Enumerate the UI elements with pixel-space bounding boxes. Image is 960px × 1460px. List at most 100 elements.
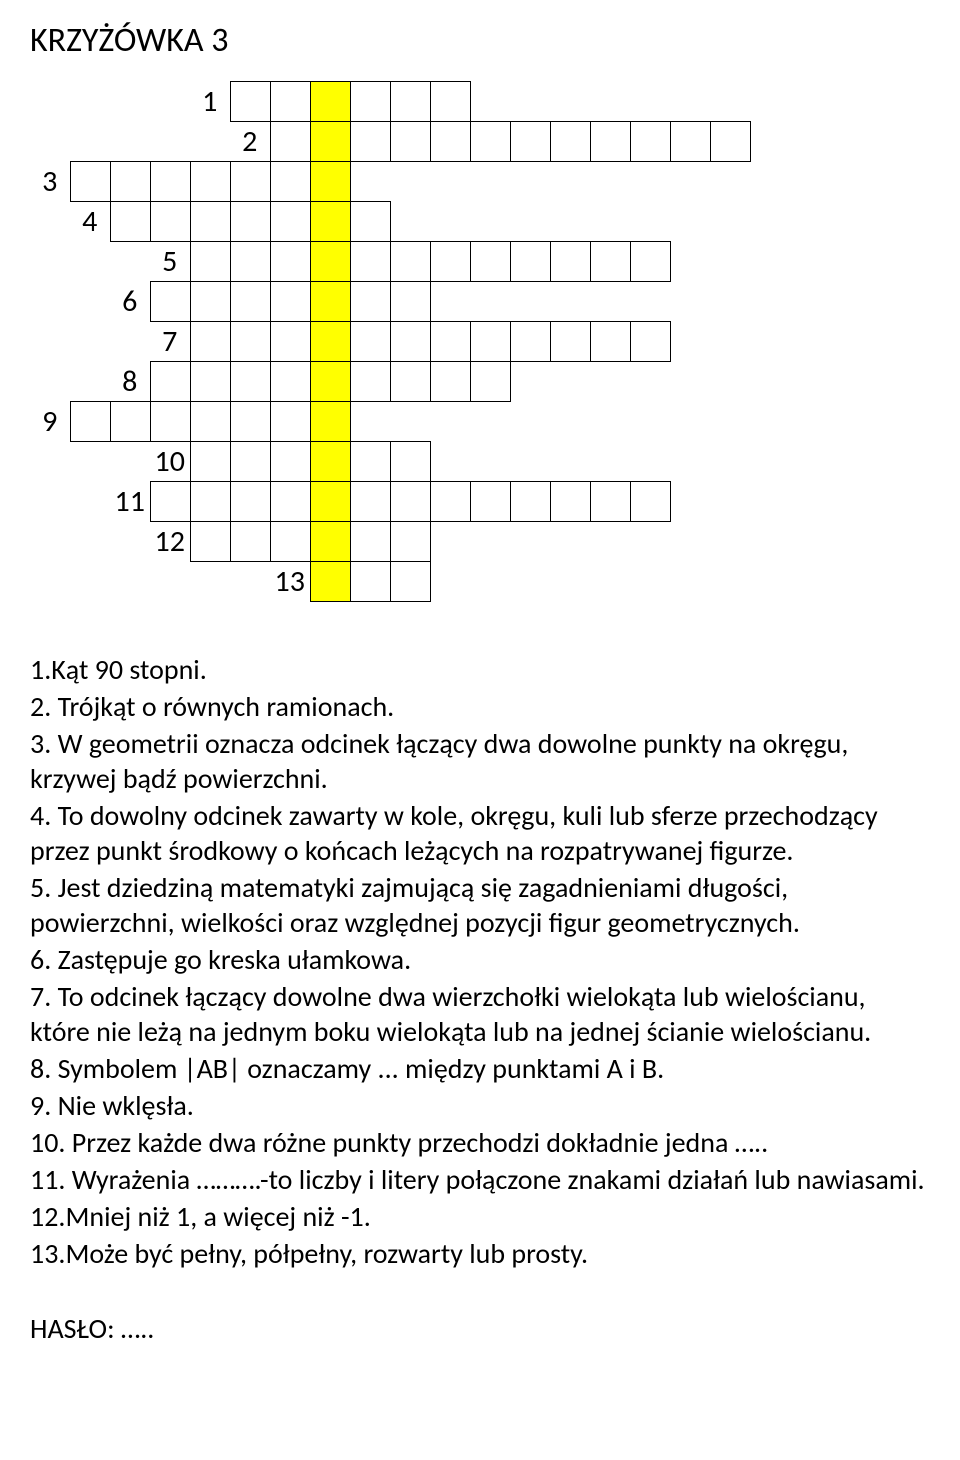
crossword-cell-highlight[interactable] bbox=[310, 442, 350, 482]
crossword-cell[interactable] bbox=[270, 202, 310, 242]
crossword-cell[interactable] bbox=[350, 82, 390, 122]
crossword-cell[interactable] bbox=[470, 362, 510, 402]
crossword-cell[interactable] bbox=[190, 322, 230, 362]
crossword-cell[interactable] bbox=[430, 122, 470, 162]
crossword-cell[interactable] bbox=[390, 242, 430, 282]
crossword-cell[interactable] bbox=[510, 242, 550, 282]
crossword-cell-highlight[interactable] bbox=[310, 322, 350, 362]
crossword-cell[interactable] bbox=[470, 322, 510, 362]
crossword-cell[interactable] bbox=[510, 122, 550, 162]
crossword-cell[interactable] bbox=[350, 482, 390, 522]
crossword-cell[interactable] bbox=[430, 482, 470, 522]
crossword-cell[interactable] bbox=[270, 82, 310, 122]
crossword-cell[interactable] bbox=[510, 482, 550, 522]
crossword-cell[interactable] bbox=[270, 442, 310, 482]
crossword-cell[interactable] bbox=[190, 402, 230, 442]
crossword-cell[interactable] bbox=[230, 482, 270, 522]
crossword-cell[interactable] bbox=[470, 242, 510, 282]
crossword-cell[interactable] bbox=[270, 482, 310, 522]
crossword-cell[interactable] bbox=[390, 82, 430, 122]
crossword-cell[interactable] bbox=[550, 482, 590, 522]
crossword-cell[interactable] bbox=[350, 242, 390, 282]
crossword-cell[interactable] bbox=[350, 442, 390, 482]
crossword-cell[interactable] bbox=[70, 162, 110, 202]
crossword-cell[interactable] bbox=[110, 162, 150, 202]
crossword-cell[interactable] bbox=[230, 242, 270, 282]
crossword-cell[interactable] bbox=[190, 482, 230, 522]
crossword-cell[interactable] bbox=[350, 122, 390, 162]
crossword-cell[interactable] bbox=[430, 242, 470, 282]
crossword-cell[interactable] bbox=[190, 442, 230, 482]
crossword-cell[interactable] bbox=[150, 162, 190, 202]
crossword-cell[interactable] bbox=[550, 122, 590, 162]
crossword-cell[interactable] bbox=[150, 482, 190, 522]
crossword-cell[interactable] bbox=[230, 202, 270, 242]
crossword-cell[interactable] bbox=[470, 122, 510, 162]
crossword-cell[interactable] bbox=[230, 522, 270, 562]
crossword-cell[interactable] bbox=[550, 322, 590, 362]
crossword-cell[interactable] bbox=[470, 482, 510, 522]
crossword-cell[interactable] bbox=[630, 242, 670, 282]
crossword-cell[interactable] bbox=[270, 522, 310, 562]
crossword-cell[interactable] bbox=[230, 402, 270, 442]
crossword-cell-highlight[interactable] bbox=[310, 522, 350, 562]
crossword-cell[interactable] bbox=[150, 362, 190, 402]
crossword-cell[interactable] bbox=[230, 282, 270, 322]
crossword-cell-highlight[interactable] bbox=[310, 82, 350, 122]
crossword-cell[interactable] bbox=[590, 482, 630, 522]
crossword-cell[interactable] bbox=[270, 162, 310, 202]
crossword-cell[interactable] bbox=[390, 282, 430, 322]
crossword-cell[interactable] bbox=[270, 362, 310, 402]
crossword-cell[interactable] bbox=[230, 362, 270, 402]
crossword-cell[interactable] bbox=[190, 282, 230, 322]
crossword-cell[interactable] bbox=[390, 442, 430, 482]
crossword-cell[interactable] bbox=[590, 242, 630, 282]
crossword-cell-highlight[interactable] bbox=[310, 162, 350, 202]
crossword-cell[interactable] bbox=[110, 402, 150, 442]
crossword-cell[interactable] bbox=[230, 442, 270, 482]
crossword-cell[interactable] bbox=[390, 362, 430, 402]
crossword-cell[interactable] bbox=[190, 162, 230, 202]
crossword-cell[interactable] bbox=[270, 282, 310, 322]
crossword-cell[interactable] bbox=[430, 322, 470, 362]
crossword-cell[interactable] bbox=[270, 242, 310, 282]
crossword-cell[interactable] bbox=[390, 482, 430, 522]
crossword-cell-highlight[interactable] bbox=[310, 202, 350, 242]
crossword-cell[interactable] bbox=[630, 322, 670, 362]
crossword-cell[interactable] bbox=[230, 82, 270, 122]
crossword-cell[interactable] bbox=[230, 162, 270, 202]
crossword-cell[interactable] bbox=[590, 122, 630, 162]
crossword-cell-highlight[interactable] bbox=[310, 402, 350, 442]
crossword-cell[interactable] bbox=[390, 122, 430, 162]
crossword-cell-highlight[interactable] bbox=[310, 282, 350, 322]
crossword-cell-highlight[interactable] bbox=[310, 482, 350, 522]
crossword-cell[interactable] bbox=[270, 402, 310, 442]
crossword-cell[interactable] bbox=[390, 562, 430, 602]
crossword-cell[interactable] bbox=[350, 202, 390, 242]
crossword-cell-highlight[interactable] bbox=[310, 122, 350, 162]
crossword-cell[interactable] bbox=[710, 122, 750, 162]
crossword-cell[interactable] bbox=[150, 202, 190, 242]
crossword-cell[interactable] bbox=[190, 202, 230, 242]
crossword-cell[interactable] bbox=[270, 322, 310, 362]
crossword-cell-highlight[interactable] bbox=[310, 242, 350, 282]
crossword-cell[interactable] bbox=[110, 202, 150, 242]
crossword-cell[interactable] bbox=[270, 122, 310, 162]
crossword-cell[interactable] bbox=[150, 282, 190, 322]
crossword-cell[interactable] bbox=[350, 362, 390, 402]
crossword-cell[interactable] bbox=[350, 322, 390, 362]
crossword-cell[interactable] bbox=[670, 122, 710, 162]
crossword-cell[interactable] bbox=[190, 522, 230, 562]
crossword-cell[interactable] bbox=[630, 482, 670, 522]
crossword-cell[interactable] bbox=[550, 242, 590, 282]
crossword-cell[interactable] bbox=[430, 362, 470, 402]
crossword-cell[interactable] bbox=[510, 322, 550, 362]
crossword-cell[interactable] bbox=[350, 282, 390, 322]
crossword-cell[interactable] bbox=[70, 402, 110, 442]
crossword-cell[interactable] bbox=[630, 122, 670, 162]
crossword-cell[interactable] bbox=[150, 402, 190, 442]
crossword-cell-highlight[interactable] bbox=[310, 362, 350, 402]
crossword-cell[interactable] bbox=[390, 522, 430, 562]
crossword-cell[interactable] bbox=[230, 322, 270, 362]
crossword-cell[interactable] bbox=[190, 362, 230, 402]
